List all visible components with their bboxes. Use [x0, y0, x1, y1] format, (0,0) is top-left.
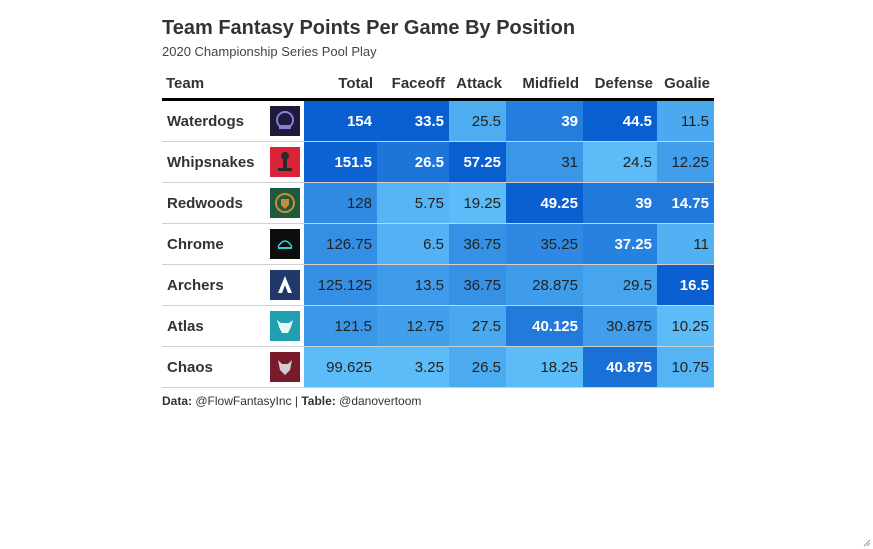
- chart-container: Team Fantasy Points Per Game By Position…: [162, 16, 714, 408]
- cell-faceoff: 33.5: [377, 99, 449, 142]
- source-data-value: @FlowFantasyInc |: [192, 394, 302, 408]
- chaos-logo-icon: [270, 352, 300, 382]
- column-header-logo: [266, 68, 304, 101]
- source-table-value: @danovertoom: [335, 394, 422, 408]
- column-header-defense: Defense: [583, 68, 657, 101]
- archers-logo-icon: [270, 270, 300, 300]
- cell-midfield: 49.25: [506, 182, 583, 224]
- cell-defense: 39: [583, 182, 657, 224]
- chrome-logo-icon: [270, 229, 300, 259]
- team-name: Archers: [162, 264, 266, 306]
- cell-total: 125.125: [304, 264, 377, 306]
- source-table-label: Table:: [301, 394, 336, 408]
- team-logo-cell: [266, 182, 304, 224]
- cell-attack: 19.25: [449, 182, 506, 224]
- cell-faceoff: 26.5: [377, 141, 449, 183]
- cell-defense: 29.5: [583, 264, 657, 306]
- cell-faceoff: 5.75: [377, 182, 449, 224]
- cell-total: 151.5: [304, 141, 377, 183]
- cell-goalie: 10.25: [657, 305, 714, 347]
- cell-faceoff: 12.75: [377, 305, 449, 347]
- table-row: Redwoods 128 5.75 19.25 49.25 39 14.75: [162, 182, 714, 224]
- cell-goalie: 11: [657, 223, 714, 265]
- cell-total: 128: [304, 182, 377, 224]
- cell-midfield: 31: [506, 141, 583, 183]
- team-logo-cell: [266, 346, 304, 388]
- cell-attack: 25.5: [449, 99, 506, 142]
- cell-defense: 37.25: [583, 223, 657, 265]
- cell-attack: 26.5: [449, 346, 506, 388]
- cell-goalie: 16.5: [657, 264, 714, 306]
- team-logo-cell: [266, 99, 304, 142]
- cell-midfield: 40.125: [506, 305, 583, 347]
- cell-defense: 24.5: [583, 141, 657, 183]
- cell-midfield: 39: [506, 99, 583, 142]
- cell-goalie: 11.5: [657, 99, 714, 142]
- cell-goalie: 14.75: [657, 182, 714, 224]
- table-row: Chaos 99.625 3.25 26.5 18.25 40.875 10.75: [162, 346, 714, 388]
- cell-total: 154: [304, 99, 377, 142]
- resize-grip-icon[interactable]: [863, 539, 871, 547]
- team-logo-cell: [266, 264, 304, 306]
- cell-attack: 57.25: [449, 141, 506, 183]
- team-name: Redwoods: [162, 182, 266, 224]
- column-header-faceoff: Faceoff: [377, 68, 449, 101]
- cell-defense: 44.5: [583, 99, 657, 142]
- cell-total: 99.625: [304, 346, 377, 388]
- column-header-midfield: Midfield: [506, 68, 583, 101]
- chart-title: Team Fantasy Points Per Game By Position: [162, 17, 576, 39]
- team-logo-cell: [266, 305, 304, 347]
- cell-faceoff: 6.5: [377, 223, 449, 265]
- cell-goalie: 10.75: [657, 346, 714, 388]
- cell-goalie: 12.25: [657, 141, 714, 183]
- team-name: Atlas: [162, 305, 266, 347]
- chart-subtitle: 2020 Championship Series Pool Play: [162, 44, 377, 59]
- column-header-team: Team: [162, 68, 266, 101]
- atlas-logo-icon: [270, 311, 300, 341]
- column-header-goalie: Goalie: [657, 68, 714, 101]
- team-name: Chaos: [162, 346, 266, 388]
- team-logo-cell: [266, 223, 304, 265]
- cell-total: 126.75: [304, 223, 377, 265]
- cell-midfield: 35.25: [506, 223, 583, 265]
- cell-total: 121.5: [304, 305, 377, 347]
- team-name: Waterdogs: [162, 99, 266, 142]
- table-row: Waterdogs 154 33.5 25.5 39 44.5 11.5: [162, 99, 714, 142]
- cell-attack: 36.75: [449, 223, 506, 265]
- header-row: Team Total Faceoff Attack Midfield Defen…: [162, 68, 714, 101]
- source-data-label: Data:: [162, 394, 193, 408]
- table-row: Chrome 126.75 6.5 36.75 35.25 37.25 11: [162, 223, 714, 265]
- whipsnakes-logo-icon: [270, 147, 300, 177]
- waterdogs-logo-icon: [270, 106, 300, 136]
- source-note: Data: @FlowFantasyInc | Table: @danovert…: [162, 394, 714, 408]
- column-header-total: Total: [304, 68, 377, 101]
- table-row: Whipsnakes 151.5 26.5 57.25 31 24.5 12.25: [162, 141, 714, 183]
- team-name: Chrome: [162, 223, 266, 265]
- column-header-attack: Attack: [449, 68, 506, 101]
- cell-attack: 27.5: [449, 305, 506, 347]
- cell-defense: 30.875: [583, 305, 657, 347]
- cell-midfield: 28.875: [506, 264, 583, 306]
- cell-defense: 40.875: [583, 346, 657, 388]
- table-row: Atlas 121.5 12.75 27.5 40.125 30.875 10.25: [162, 305, 714, 347]
- cell-attack: 36.75: [449, 264, 506, 306]
- cell-faceoff: 3.25: [377, 346, 449, 388]
- team-logo-cell: [266, 141, 304, 183]
- cell-faceoff: 13.5: [377, 264, 449, 306]
- cell-midfield: 18.25: [506, 346, 583, 388]
- data-table: Team Total Faceoff Attack Midfield Defen…: [162, 68, 714, 388]
- redwoods-logo-icon: [270, 188, 300, 218]
- team-name: Whipsnakes: [162, 141, 266, 183]
- table-row: Archers 125.125 13.5 36.75 28.875 29.5 16.5: [162, 264, 714, 306]
